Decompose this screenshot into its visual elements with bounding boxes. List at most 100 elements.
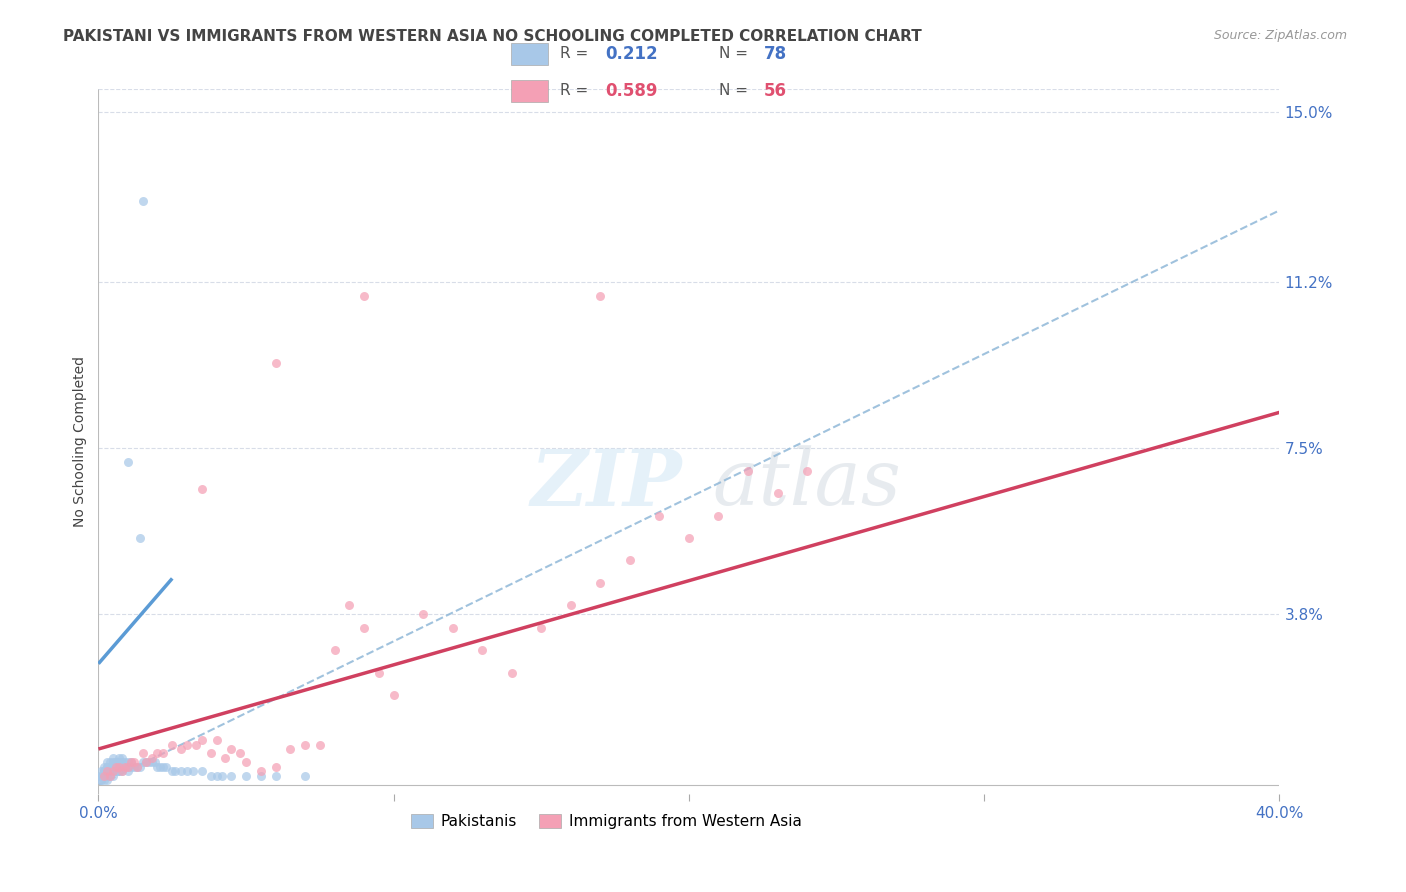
- Point: [294, 769, 316, 783]
- Text: R =: R =: [560, 83, 593, 98]
- Point: [117, 764, 139, 779]
- Text: 56: 56: [765, 81, 787, 100]
- Point: [648, 508, 671, 523]
- Point: [181, 764, 204, 779]
- Point: [152, 747, 174, 761]
- Point: [96, 773, 118, 788]
- Point: [796, 464, 818, 478]
- Text: N =: N =: [720, 83, 754, 98]
- Point: [108, 764, 131, 779]
- Point: [93, 764, 115, 779]
- Point: [103, 764, 125, 779]
- Point: [103, 764, 125, 779]
- Point: [128, 760, 150, 774]
- Point: [98, 760, 121, 774]
- Point: [90, 773, 112, 788]
- Point: [170, 742, 193, 756]
- Point: [141, 756, 163, 770]
- Point: [737, 464, 759, 478]
- Point: [132, 756, 155, 770]
- Point: [111, 764, 134, 779]
- Point: [132, 747, 155, 761]
- Point: [200, 747, 222, 761]
- Point: [96, 764, 118, 779]
- Point: [619, 553, 641, 567]
- Point: [766, 486, 789, 500]
- Point: [93, 773, 115, 788]
- Point: [162, 738, 183, 752]
- Point: [141, 751, 163, 765]
- Point: [135, 756, 157, 770]
- Text: PAKISTANI VS IMMIGRANTS FROM WESTERN ASIA NO SCHOOLING COMPLETED CORRELATION CHA: PAKISTANI VS IMMIGRANTS FROM WESTERN ASI…: [63, 29, 922, 44]
- Text: 0.589: 0.589: [605, 81, 658, 100]
- Point: [96, 769, 118, 783]
- Y-axis label: No Schooling Completed: No Schooling Completed: [73, 356, 87, 527]
- Point: [122, 756, 145, 770]
- Text: R =: R =: [560, 46, 593, 62]
- Point: [98, 756, 121, 770]
- Text: N =: N =: [720, 46, 754, 62]
- Point: [111, 760, 134, 774]
- Point: [114, 760, 136, 774]
- Point: [98, 769, 121, 783]
- Point: [96, 760, 118, 774]
- Point: [96, 756, 118, 770]
- Point: [103, 751, 125, 765]
- Point: [589, 288, 612, 302]
- Point: [90, 773, 112, 788]
- Text: 0.212: 0.212: [605, 45, 658, 63]
- Point: [105, 760, 128, 774]
- Point: [323, 643, 346, 657]
- Point: [98, 760, 121, 774]
- Point: [143, 756, 166, 770]
- Point: [412, 607, 434, 622]
- Point: [264, 356, 287, 370]
- Point: [93, 760, 115, 774]
- Point: [149, 760, 172, 774]
- Point: [678, 531, 700, 545]
- Point: [530, 621, 553, 635]
- Point: [184, 738, 207, 752]
- Point: [125, 760, 148, 774]
- Text: Source: ZipAtlas.com: Source: ZipAtlas.com: [1213, 29, 1347, 42]
- Point: [162, 764, 183, 779]
- Point: [128, 531, 150, 545]
- Point: [111, 764, 134, 779]
- Point: [117, 760, 139, 774]
- Point: [441, 621, 464, 635]
- Point: [90, 769, 112, 783]
- Text: ZIP: ZIP: [530, 446, 682, 522]
- Point: [176, 764, 198, 779]
- Point: [122, 760, 145, 774]
- Point: [111, 756, 134, 770]
- Point: [105, 760, 128, 774]
- Point: [382, 688, 405, 702]
- Point: [146, 760, 169, 774]
- Point: [105, 764, 128, 779]
- Point: [152, 760, 174, 774]
- Point: [117, 760, 139, 774]
- Point: [90, 764, 112, 779]
- Point: [221, 742, 243, 756]
- Point: [120, 756, 142, 770]
- Point: [214, 751, 236, 765]
- Bar: [512, 43, 548, 65]
- Point: [93, 769, 115, 783]
- Point: [280, 742, 302, 756]
- Point: [98, 769, 121, 783]
- Point: [117, 756, 139, 770]
- Point: [108, 760, 131, 774]
- Point: [200, 769, 222, 783]
- Point: [707, 508, 730, 523]
- Point: [120, 760, 142, 774]
- Point: [211, 769, 233, 783]
- Point: [191, 764, 214, 779]
- Point: [205, 769, 228, 783]
- Point: [353, 621, 375, 635]
- Point: [114, 760, 136, 774]
- Point: [501, 665, 523, 680]
- Point: [264, 769, 287, 783]
- Point: [138, 756, 160, 770]
- Point: [98, 764, 121, 779]
- Text: atlas: atlas: [713, 446, 901, 522]
